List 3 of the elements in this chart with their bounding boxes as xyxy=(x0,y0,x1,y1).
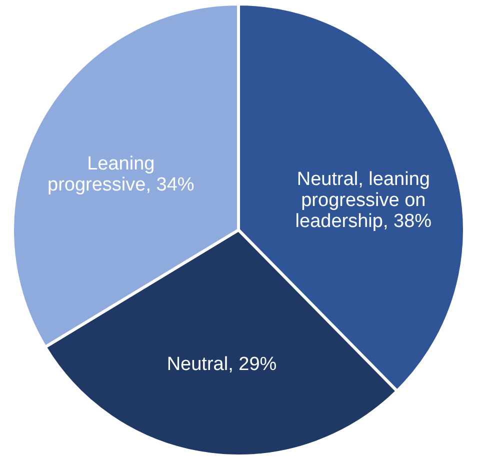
slice-label: Neutral, 29% xyxy=(166,354,277,375)
slice-label: Leaning progressive, 34% xyxy=(47,154,194,196)
slice-label: Neutral, leaning progressive on leadership, 38% xyxy=(295,168,432,232)
